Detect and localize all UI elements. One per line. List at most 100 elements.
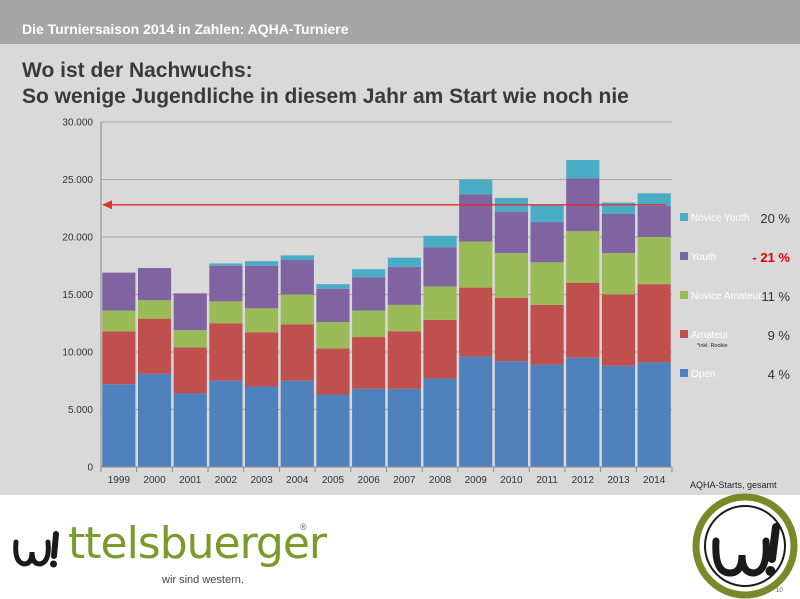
y-tick-label: 0 (87, 463, 93, 474)
bar-segment (352, 269, 386, 278)
legend-label: Amateur (691, 330, 729, 341)
bars (102, 159, 671, 467)
bar-segment (137, 268, 172, 301)
bar-segment (601, 365, 636, 467)
bar-segment (316, 348, 350, 395)
bar-segment (173, 330, 207, 348)
bar-segment (601, 294, 636, 366)
axes: 0 5.000 10.000 15.000 20.000 25.000 30.000 1999… (62, 118, 673, 486)
bar-segment (137, 373, 172, 467)
legend-swatch (680, 330, 688, 338)
bar-segment (280, 255, 314, 260)
x-tick-label: 2002 (215, 475, 238, 486)
header-band (0, 0, 800, 44)
legend-label: Open (691, 369, 715, 380)
bar-segment (566, 283, 600, 358)
registered-mark: ® (300, 522, 307, 532)
stacked-bar-chart: 0 5.000 10.000 15.000 20.000 25.000 30.000 1999… (62, 118, 790, 491)
bar-segment (352, 310, 386, 338)
bar-segment (530, 304, 564, 365)
legend-swatch (680, 213, 688, 221)
bar-segment (316, 394, 350, 467)
brand-mark-icon (13, 531, 59, 568)
legend-label: Youth (691, 252, 716, 263)
legend-change-value: - 21 % (752, 250, 790, 265)
bar-segment (530, 204, 564, 223)
headline-line-2: So wenige Jugendliche in diesem Jahr am … (22, 85, 629, 108)
bar-segment (423, 378, 457, 467)
bar-segment (637, 205, 671, 237)
bar-segment (316, 322, 350, 349)
legend-change-value: 4 % (768, 367, 791, 382)
bar-segment (601, 202, 636, 214)
slide-header: Die Turniersaison 2014 in Zahlen: AQHA-T… (22, 21, 349, 37)
legend-change-value: 11 % (761, 289, 790, 304)
bar-segment (244, 265, 279, 309)
bar-segment (387, 266, 421, 305)
y-tick-label: 5.000 (68, 405, 93, 416)
bar-segment (637, 284, 671, 363)
y-tick-label: 15.000 (62, 290, 93, 301)
bar-segment (423, 247, 457, 287)
headline-line-1: Wo ist der Nachwuchs: (22, 59, 253, 82)
reference-line (102, 200, 666, 210)
x-tick-label: 2001 (179, 475, 202, 486)
brand-name: ttelsbuerger (68, 518, 327, 569)
source-note: AQHA-Starts, gesamt (690, 480, 777, 490)
bar-segment (244, 308, 279, 333)
bar-segment (530, 262, 564, 305)
bar-segment (173, 393, 207, 467)
bar-segment (387, 388, 421, 467)
bar-segment (173, 293, 207, 331)
y-tick-label: 10.000 (62, 348, 93, 359)
x-tick-label: 2003 (250, 475, 273, 486)
bar-segment (209, 380, 243, 467)
bar-segment (494, 297, 529, 362)
bar-segment (280, 260, 314, 295)
footer-band (0, 495, 800, 599)
bar-segment (387, 331, 421, 389)
bar-segment (173, 347, 207, 394)
bar-segment (387, 257, 421, 267)
bar-segment (423, 286, 457, 320)
legend-change-value: 9 % (768, 328, 791, 343)
bar-segment (494, 361, 529, 467)
headline: Wo ist der Nachwuchs: So wenige Jugendli… (22, 58, 629, 110)
bar-segment (459, 194, 493, 242)
bar-segment (637, 237, 671, 285)
bar-segment (601, 214, 636, 254)
bar-segment (209, 323, 243, 381)
x-tick-label: 2005 (322, 475, 345, 486)
legend-swatch (680, 369, 688, 377)
x-tick-label: 2007 (393, 475, 416, 486)
legend-change-value: 20 % (760, 211, 790, 226)
bar-segment (244, 386, 279, 467)
bar-segment (280, 380, 314, 467)
legend-note: *inkl. Rookie (697, 343, 728, 349)
x-tick-label: 2004 (286, 475, 309, 486)
bar-segment (244, 332, 279, 387)
bar-segment (137, 300, 172, 319)
bar-segment (637, 362, 671, 467)
y-tick-label: 20.000 (62, 233, 93, 244)
x-tick-label: 2010 (500, 475, 523, 486)
bar-segment (530, 222, 564, 263)
bar-segment (280, 324, 314, 381)
page-number: 10 (776, 588, 783, 594)
bar-segment (102, 310, 136, 332)
bar-segment (137, 318, 172, 374)
bar-segment (352, 277, 386, 311)
x-tick-label: 2008 (429, 475, 452, 486)
bar-segment (102, 272, 136, 311)
bar-segment (352, 337, 386, 389)
bar-segment (494, 253, 529, 298)
legend: Novice Youth 20 % Youth - 21 % Novice Amateu… (680, 211, 790, 490)
bar-segment (244, 261, 279, 266)
x-tick-label: 2000 (143, 475, 166, 486)
x-tick-label: 2009 (465, 475, 488, 486)
y-tick-label: 25.000 (62, 175, 93, 186)
round-logo-icon (692, 493, 798, 599)
brand-logo: ttelsbuerger ® wir sind western. (10, 518, 327, 588)
x-tick-label: 2012 (572, 475, 595, 486)
bar-segment (566, 159, 600, 179)
